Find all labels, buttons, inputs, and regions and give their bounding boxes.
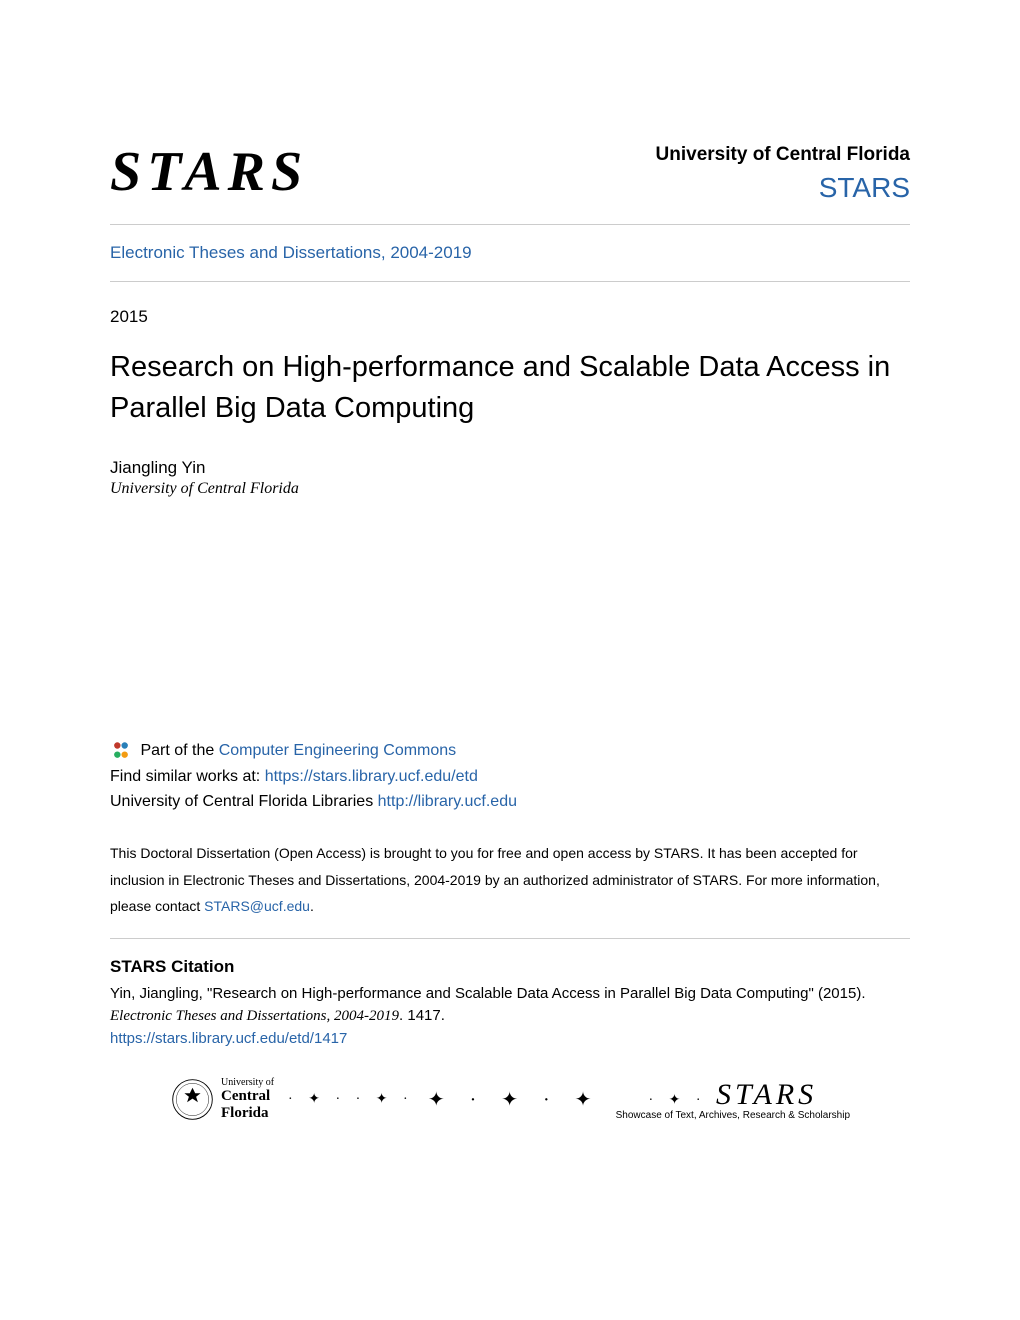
divider-breadcrumb xyxy=(110,281,910,282)
breadcrumb[interactable]: Electronic Theses and Dissertations, 200… xyxy=(110,225,910,281)
contact-email[interactable]: STARS@ucf.edu xyxy=(204,898,310,914)
footer-stars-tagline: Showcase of Text, Archives, Research & S… xyxy=(616,1110,850,1121)
ucf-text: University of Central Florida xyxy=(221,1077,274,1121)
citation-text-1: Yin, Jiangling, "Research on High-perfor… xyxy=(110,985,866,1002)
footer-stars-text: STARS xyxy=(716,1078,817,1111)
commons-network-icon xyxy=(110,740,132,762)
footer-logos: University of Central Florida · ✦ · · ✦ … xyxy=(110,1077,910,1122)
ucf-line2: Central xyxy=(221,1088,274,1105)
libraries-prefix: University of Central Florida Libraries xyxy=(110,793,378,810)
divider-citation xyxy=(110,938,910,939)
libraries-line: University of Central Florida Libraries … xyxy=(110,789,910,815)
citation-text-2: . 1417. xyxy=(399,1007,445,1024)
stars-link[interactable]: STARS xyxy=(656,172,910,204)
footer-stars-logo: · ✦ · STARS Showcase of Text, Archives, … xyxy=(616,1078,850,1121)
footer-center-dots: ✦ · ✦ · ✦ xyxy=(428,1087,602,1112)
similar-works-url[interactable]: https://stars.library.ucf.edu/etd xyxy=(265,768,478,785)
ucf-logo: University of Central Florida · ✦ · · ✦ … xyxy=(170,1077,414,1122)
document-title: Research on High-performance and Scalabl… xyxy=(110,347,910,428)
ucf-seal-icon xyxy=(170,1077,215,1122)
author-name: Jiangling Yin xyxy=(110,458,910,478)
citation-italic: Electronic Theses and Dissertations, 200… xyxy=(110,1008,399,1024)
similar-works-prefix: Find similar works at: xyxy=(110,768,265,785)
dots-right-icon: · ✦ · xyxy=(648,1093,716,1108)
part-of-prefix: Part of the xyxy=(140,742,218,759)
similar-works-line: Find similar works at: https://stars.lib… xyxy=(110,764,910,790)
disclaimer-text: This Doctoral Dissertation (Open Access)… xyxy=(110,840,910,920)
disclaimer-period: . xyxy=(310,898,314,914)
stars-logo: STARS xyxy=(110,140,308,204)
dots-left-icon: · ✦ · · ✦ · xyxy=(288,1091,414,1108)
university-name: University of Central Florida xyxy=(656,144,910,166)
commons-link[interactable]: Computer Engineering Commons xyxy=(219,742,456,759)
citation-section: STARS Citation Yin, Jiangling, "Research… xyxy=(110,957,910,1047)
libraries-url[interactable]: http://library.ucf.edu xyxy=(378,793,517,810)
author-affiliation: University of Central Florida xyxy=(110,480,910,498)
header-row: STARS University of Central Florida STAR… xyxy=(110,140,910,204)
citation-heading: STARS Citation xyxy=(110,957,910,977)
part-of-line: Part of the Computer Engineering Commons xyxy=(110,738,910,764)
header-right: University of Central Florida STARS xyxy=(656,144,910,204)
citation-url[interactable]: https://stars.library.ucf.edu/etd/1417 xyxy=(110,1030,910,1047)
year-label: 2015 xyxy=(110,307,910,327)
ucf-line1: University of xyxy=(221,1077,274,1088)
ucf-line3: Florida xyxy=(221,1105,274,1122)
commons-section: Part of the Computer Engineering Commons… xyxy=(110,738,910,815)
citation-body: Yin, Jiangling, "Research on High-perfor… xyxy=(110,983,910,1028)
